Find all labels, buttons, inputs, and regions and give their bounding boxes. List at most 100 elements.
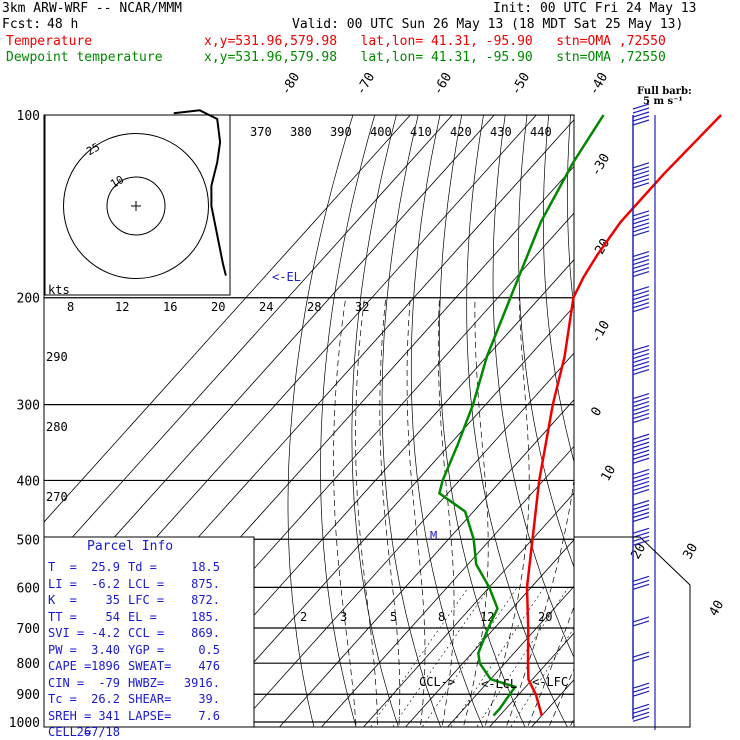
forecast-label: Fcst: xyxy=(2,17,42,32)
dry-adiabat xyxy=(678,87,740,735)
wind-barb xyxy=(632,344,650,352)
hodograph-ring xyxy=(63,133,209,279)
dry-adiabat xyxy=(543,115,574,464)
wind-key-line2: 5 m s⁻¹ xyxy=(643,96,683,107)
parcel-info-value: SWEAT= xyxy=(128,659,172,673)
parcel-info-value: 869. xyxy=(191,626,220,640)
isotherm-line xyxy=(320,445,574,727)
dry-adiabat xyxy=(351,115,399,727)
dry-adiabat xyxy=(439,115,526,727)
wind-barb xyxy=(632,449,650,456)
parcel-info-value: SREH = xyxy=(48,708,92,723)
parcel-info-value: 1896 xyxy=(91,659,120,673)
moist-adiabat xyxy=(505,477,574,727)
wind-barb xyxy=(632,620,650,627)
pressure-label: 100 xyxy=(17,109,40,124)
wind-barb xyxy=(632,476,650,484)
wind-barb xyxy=(632,214,650,221)
mixing-ratio-label: 5 xyxy=(390,610,397,624)
parcel-info-value: 39. xyxy=(198,692,220,706)
parcel-info-value: -79 xyxy=(98,675,120,690)
parcel-info-panel: Parcel Info T = 25.9 Td = 18.5 LI = -6.2 LCL =… xyxy=(44,537,252,739)
wind-barb xyxy=(632,488,650,496)
wind-barb xyxy=(632,511,650,519)
parcel-info-value: 0.5 xyxy=(198,642,220,657)
dewpoint-legend: Dewpoint temperature xyxy=(6,50,163,65)
wind-barb xyxy=(632,262,650,270)
hodograph-units: kts xyxy=(48,283,70,297)
wind-barb xyxy=(632,226,650,233)
wind-barb xyxy=(632,166,650,173)
parcel-info-value: 26.2 xyxy=(91,692,120,706)
wind-barb xyxy=(632,531,650,538)
temperature-axis-label: 30 xyxy=(680,541,701,562)
forecast-hours: 48 h xyxy=(47,17,79,32)
isotherm-line xyxy=(404,539,574,727)
wind-barb xyxy=(632,575,650,582)
temperature-axis-label: -80 xyxy=(278,70,303,98)
dry-adiabat xyxy=(492,115,574,659)
parcel-info-value: CIN = xyxy=(48,675,85,690)
wind-barb xyxy=(632,651,650,658)
wind-barb xyxy=(632,405,650,412)
wind-barb xyxy=(632,258,650,266)
theta-label: 370 xyxy=(250,125,272,139)
isotherm-line xyxy=(278,399,574,727)
hodograph-frame xyxy=(44,114,231,296)
isotherm-line xyxy=(194,305,574,727)
parcel-info-value: CCL = xyxy=(128,626,165,640)
wind-barb xyxy=(632,306,650,313)
lcl-marker: <-LCL xyxy=(481,677,517,691)
hodograph-ring xyxy=(106,176,166,236)
wind-barb xyxy=(632,182,650,189)
wind-barb xyxy=(632,703,650,710)
melting-level-marker: M xyxy=(430,529,437,543)
theta-left-label: 270 xyxy=(46,490,68,504)
parcel-info-value: 3.40 xyxy=(91,642,120,657)
wind-barb xyxy=(632,266,650,274)
wind-barb xyxy=(632,107,650,114)
wind-barb xyxy=(632,441,650,448)
mixing-ratio-label: 3 xyxy=(340,610,347,624)
wind-barb xyxy=(632,364,650,372)
isotherm-line xyxy=(446,585,574,727)
wind-barb xyxy=(632,162,650,169)
parcel-info-value: 35 xyxy=(105,593,120,607)
isotherm-line xyxy=(608,87,740,735)
wind-barb xyxy=(632,445,650,452)
dry-adiabat xyxy=(381,115,442,727)
wind-barb xyxy=(632,170,650,177)
moist-adiabat xyxy=(527,605,574,727)
wind-barb xyxy=(632,468,650,476)
parcel-info-value: HWBZ= xyxy=(128,675,165,690)
parcel-info-value: PW = xyxy=(48,642,77,657)
dewpoint-location: x,y=531.96,579.98 lat,lon= 41.31, -95.90… xyxy=(204,50,666,65)
pressure-label: 500 xyxy=(17,533,40,548)
moist-adiabat xyxy=(548,668,574,727)
temperature-axis-label: -50 xyxy=(508,70,533,98)
parcel-info-value: LAPSE= xyxy=(128,708,172,723)
wind-barb xyxy=(632,480,650,488)
moist-adiabat xyxy=(484,297,530,727)
temperature-axis-label: -10 xyxy=(588,318,613,346)
wind-barb xyxy=(632,368,650,376)
hodograph-ring-label: 25 xyxy=(84,140,102,158)
wind-barb xyxy=(632,302,650,309)
wind-barb xyxy=(632,472,650,480)
parcel-info-value: T = xyxy=(48,560,77,574)
wind-barb xyxy=(632,686,650,693)
temperature-axis-label: -30 xyxy=(588,151,613,179)
wind-barb xyxy=(632,583,650,590)
wind-barb xyxy=(632,115,650,122)
parcel-info-value: -4.2 xyxy=(91,626,120,640)
wind-barb xyxy=(632,393,650,400)
wind-barb xyxy=(632,397,650,404)
mixing-ratio-label: 32 xyxy=(355,300,369,314)
wind-barb xyxy=(632,360,650,368)
parcel-box xyxy=(43,536,255,728)
temperature-axis-label: -60 xyxy=(430,70,455,98)
theta-label: 420 xyxy=(450,125,472,139)
theta-left-label: 290 xyxy=(46,350,68,364)
isotherm-line xyxy=(44,115,411,523)
temperature-axis-label: 10 xyxy=(598,463,619,484)
